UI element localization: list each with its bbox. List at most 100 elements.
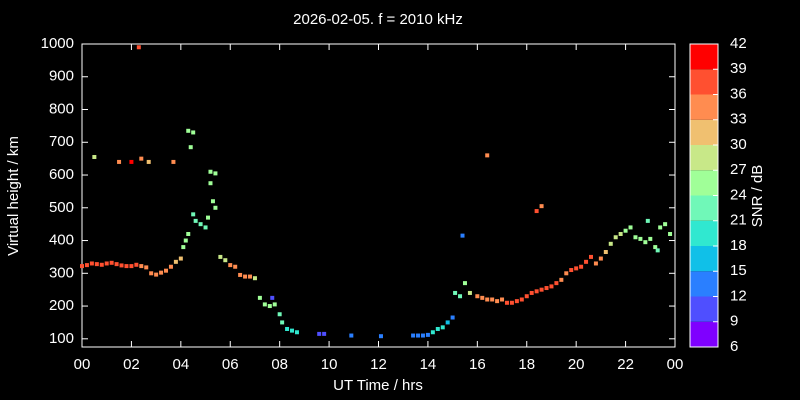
point <box>450 315 455 320</box>
point <box>186 128 191 133</box>
point <box>458 294 463 299</box>
colorbar-tick-label: 27 <box>730 161 747 178</box>
y-tick-label: 200 <box>49 297 74 314</box>
point <box>411 333 416 338</box>
colorbar-band <box>690 44 718 70</box>
point <box>500 297 505 302</box>
point <box>238 272 243 277</box>
x-tick-label: 14 <box>420 356 437 373</box>
point <box>159 270 164 275</box>
x-tick-label: 20 <box>568 356 585 373</box>
point <box>198 222 203 227</box>
x-tick-label: 08 <box>271 356 288 373</box>
point <box>559 277 564 282</box>
point <box>223 258 228 263</box>
point <box>191 130 196 135</box>
x-tick-label: 00 <box>74 356 91 373</box>
point <box>534 209 539 214</box>
point <box>146 159 151 164</box>
point <box>349 333 354 338</box>
point <box>149 271 154 276</box>
chart-title: 2026-02-05. f = 2010 kHz <box>293 11 463 28</box>
point <box>191 212 196 217</box>
colorbar-band <box>690 145 718 171</box>
point <box>623 228 628 233</box>
point <box>89 261 94 266</box>
x-tick-label: 04 <box>172 356 189 373</box>
colorbar-tick-label: 6 <box>730 338 738 355</box>
point <box>84 263 89 268</box>
colorbar-tick-label: 12 <box>730 287 747 304</box>
colorbar-band <box>690 321 718 347</box>
colorbar-band <box>690 69 718 95</box>
point <box>188 145 193 150</box>
point <box>588 254 593 259</box>
y-tick-label: 500 <box>49 199 74 216</box>
point <box>618 231 623 236</box>
point <box>208 169 213 174</box>
colorbar-tick-label: 15 <box>730 262 747 279</box>
point <box>378 334 383 339</box>
colorbar-band <box>690 170 718 196</box>
point <box>119 263 124 268</box>
point <box>430 330 435 335</box>
point <box>569 268 574 273</box>
colorbar-label: SNR / dB <box>749 165 766 228</box>
point <box>80 264 84 269</box>
point <box>285 326 290 331</box>
point <box>248 274 253 279</box>
point <box>460 233 465 238</box>
point <box>154 272 159 277</box>
point <box>92 155 97 160</box>
point <box>519 297 524 302</box>
colorbar-tick-label: 30 <box>730 136 747 153</box>
point <box>139 264 144 269</box>
point <box>124 264 129 269</box>
point <box>213 171 218 176</box>
point <box>280 320 285 325</box>
x-tick-label: 22 <box>617 356 634 373</box>
point <box>574 266 579 271</box>
point <box>643 240 648 245</box>
point <box>514 299 519 304</box>
colorbar-tick-label: 39 <box>730 60 747 77</box>
x-tick-label: 18 <box>518 356 535 373</box>
point <box>181 245 186 250</box>
point <box>608 241 613 246</box>
x-tick-label: 10 <box>321 356 338 373</box>
point <box>317 331 322 336</box>
point <box>233 264 238 269</box>
point <box>134 262 139 267</box>
x-tick-label: 02 <box>123 356 140 373</box>
colorbar-band <box>690 220 718 246</box>
point <box>109 260 114 265</box>
point <box>277 312 282 317</box>
point <box>539 204 544 209</box>
point <box>544 286 549 291</box>
point <box>663 222 668 227</box>
point <box>467 290 472 295</box>
x-tick-label: 12 <box>370 356 387 373</box>
point <box>509 300 514 305</box>
point <box>549 284 554 289</box>
point <box>322 331 327 336</box>
point <box>208 181 213 186</box>
point <box>243 274 248 279</box>
point <box>554 281 559 286</box>
point <box>440 325 445 330</box>
point <box>648 236 653 241</box>
colorbar-band <box>690 119 718 145</box>
point <box>490 297 495 302</box>
point <box>435 326 440 331</box>
x-tick-label: 00 <box>667 356 684 373</box>
point <box>453 290 458 295</box>
point <box>139 156 144 161</box>
colorbar-tick-label: 33 <box>730 111 747 128</box>
point <box>228 263 233 268</box>
x-tick-label: 06 <box>222 356 239 373</box>
point <box>495 299 500 304</box>
point <box>104 261 109 266</box>
point <box>668 231 673 236</box>
point <box>203 225 208 230</box>
